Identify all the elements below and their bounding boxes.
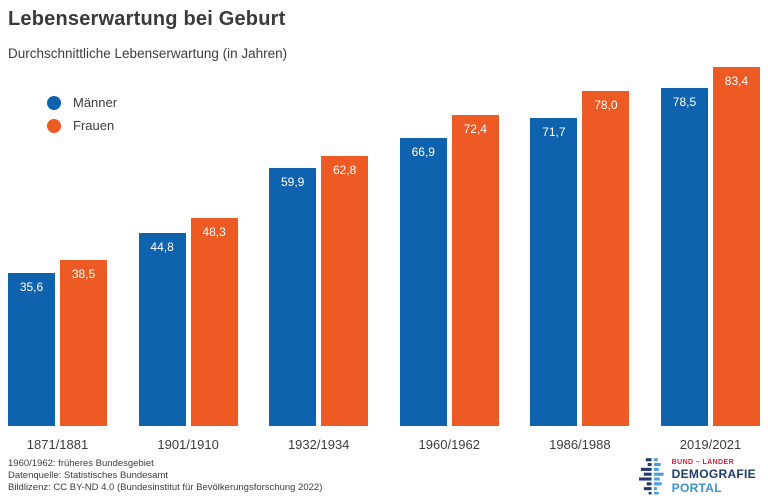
bar-group: 78,5 83,4 2019/2021 bbox=[660, 67, 760, 453]
bar-maenner: 35,6 bbox=[8, 273, 55, 426]
bar-value-label: 83,4 bbox=[724, 74, 749, 88]
bar-value-label: 35,6 bbox=[19, 280, 44, 294]
bar-value-label: 48,3 bbox=[202, 225, 226, 239]
bar-frauen: 38,5 bbox=[60, 260, 107, 426]
note-line: Datenquelle: Statistisches Bundesamt bbox=[8, 470, 169, 481]
note-line: Bildlizenz: CC BY-ND 4.0 (Bundesinstitut… bbox=[8, 482, 323, 493]
bar-maenner: 78,5 bbox=[660, 88, 708, 426]
bar-maenner: 71,7 bbox=[530, 118, 578, 426]
chart-legend: Männer Frauen bbox=[47, 95, 117, 133]
category-label: 2019/2021 bbox=[679, 437, 742, 452]
bar-frauen: 48,3 bbox=[190, 218, 238, 426]
legend-item-maenner: Männer bbox=[47, 95, 117, 110]
bar-value-label: 71,7 bbox=[542, 125, 566, 139]
category-label: 1871/1881 bbox=[26, 437, 89, 452]
bar-value-label: 66,9 bbox=[411, 145, 435, 159]
bar-pair: 35,6 38,5 bbox=[8, 260, 107, 426]
bar-frauen: 83,4 bbox=[712, 67, 760, 426]
bar-chart: Männer Frauen 35,6 38,5 1871/1881 44,8 48,3 19… bbox=[8, 61, 760, 453]
chart-footer: 1960/1962: früheres Bundesgebiet Datenque… bbox=[8, 458, 760, 496]
bar-group: 59,9 62,8 1932/1934 bbox=[269, 156, 369, 453]
bar-group: 35,6 38,5 1871/1881 bbox=[8, 260, 107, 453]
bar-value-label: 44,8 bbox=[150, 240, 174, 254]
logo-wordmark: BUND – LÄNDER DEMOGRAFIE PORTAL bbox=[672, 459, 756, 495]
legend-dot-icon bbox=[47, 95, 61, 110]
page-title: Lebenserwartung bei Geburt bbox=[8, 8, 286, 30]
bar-pair: 78,5 83,4 bbox=[660, 67, 760, 426]
bar-pair: 59,9 62,8 bbox=[269, 156, 369, 426]
logo-line-bund-laender: BUND – LÄNDER bbox=[671, 459, 735, 466]
chart-subtitle: Durchschnittliche Lebenserwartung (in Ja… bbox=[8, 46, 288, 61]
note-line: 1960/1962: früheres Bundesgebiet bbox=[8, 458, 154, 469]
legend-label: Männer bbox=[73, 95, 118, 110]
source-notes: 1960/1962: früheres Bundesgebiet Datenque… bbox=[8, 458, 322, 494]
bar-value-label: 38,5 bbox=[71, 267, 96, 281]
bar-maenner: 44,8 bbox=[138, 233, 186, 426]
legend-label: Frauen bbox=[73, 118, 115, 133]
bar-value-label: 72,4 bbox=[463, 122, 487, 136]
bar-value-label: 59,9 bbox=[281, 175, 305, 189]
category-label: 1960/1962 bbox=[418, 437, 480, 452]
population-pyramid-icon bbox=[638, 458, 664, 495]
bar-value-label: 78,0 bbox=[594, 98, 618, 112]
bar-group: 71,7 78,0 1986/1988 bbox=[530, 91, 630, 453]
category-label: 1932/1934 bbox=[287, 437, 350, 452]
bar-group: 66,9 72,4 1960/1962 bbox=[399, 115, 499, 453]
logo-line-demografie: DEMOGRAFIE bbox=[671, 467, 756, 481]
bar-pair: 71,7 78,0 bbox=[530, 91, 630, 426]
legend-dot-icon bbox=[47, 118, 61, 133]
bar-maenner: 66,9 bbox=[399, 138, 447, 426]
bar-value-label: 62,8 bbox=[333, 163, 357, 177]
bar-maenner: 59,9 bbox=[269, 168, 317, 426]
bar-frauen: 62,8 bbox=[321, 156, 369, 426]
bar-value-label: 78,5 bbox=[672, 95, 697, 109]
legend-item-frauen: Frauen bbox=[47, 118, 117, 133]
bar-frauen: 72,4 bbox=[451, 115, 499, 426]
demografie-portal-logo: BUND – LÄNDER DEMOGRAFIE PORTAL bbox=[638, 458, 760, 496]
bar-pair: 66,9 72,4 bbox=[399, 115, 499, 426]
bar-frauen: 78,0 bbox=[582, 91, 630, 426]
category-label: 1986/1988 bbox=[549, 437, 611, 452]
bar-group: 44,8 48,3 1901/1910 bbox=[138, 218, 238, 453]
plot-area: 35,6 38,5 1871/1881 44,8 48,3 1901/1910 59,9 62… bbox=[8, 61, 760, 453]
bar-pair: 44,8 48,3 bbox=[138, 218, 238, 426]
logo-line-portal: PORTAL bbox=[671, 481, 722, 495]
category-label: 1901/1910 bbox=[157, 437, 219, 452]
